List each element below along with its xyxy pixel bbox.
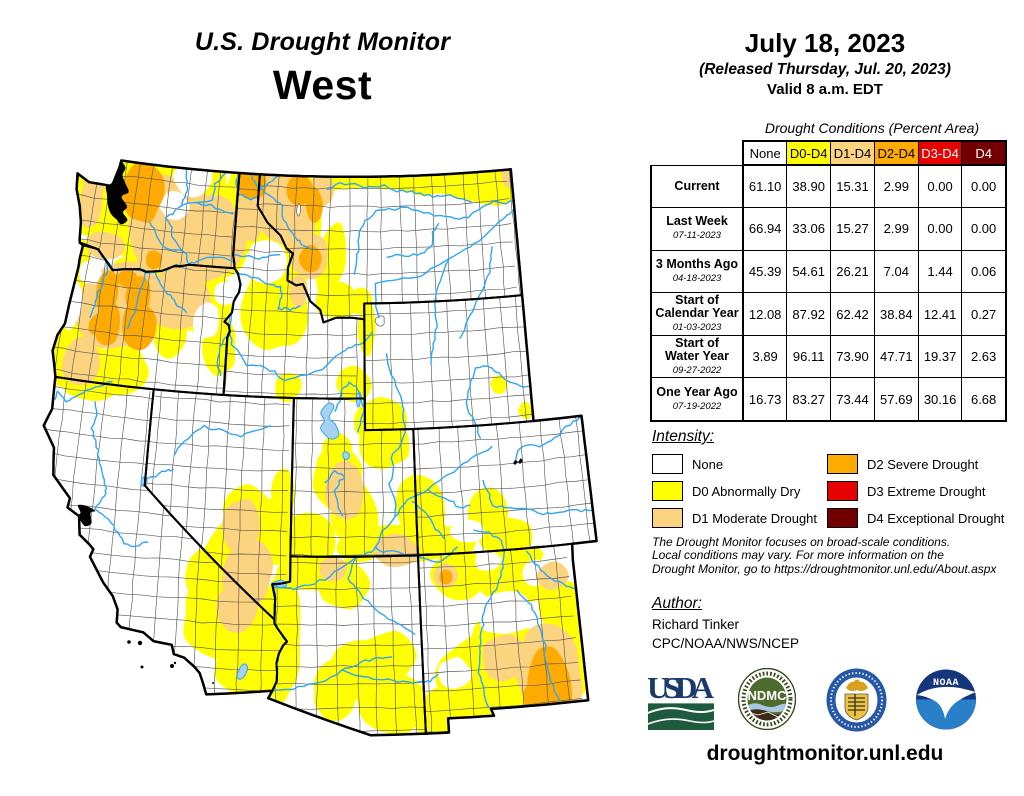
svg-text:NOAA: NOAA: [933, 678, 959, 689]
svg-text:USDA: USDA: [648, 672, 714, 705]
svg-text:NDMC: NDMC: [748, 688, 788, 703]
